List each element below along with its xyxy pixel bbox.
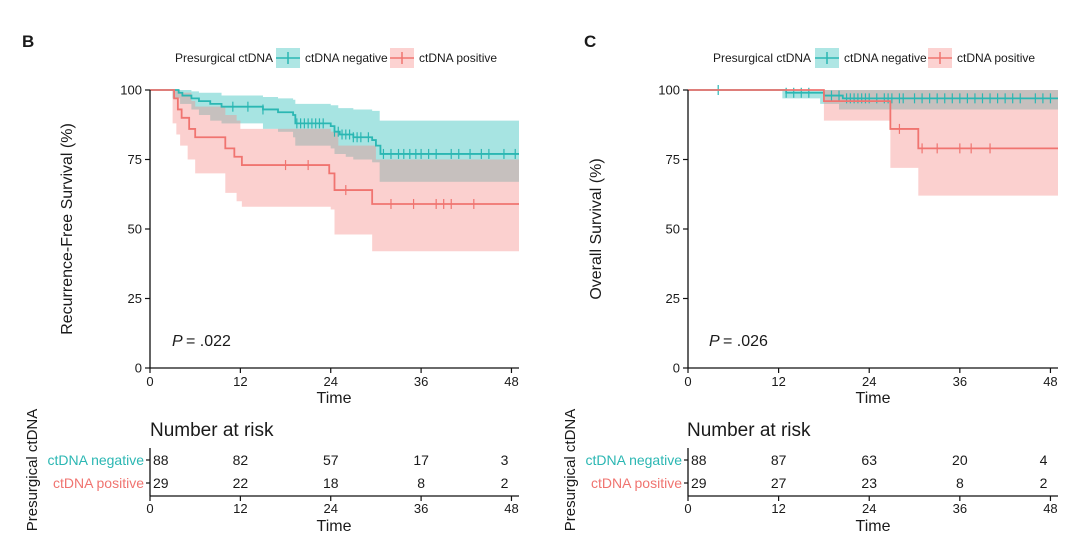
panel-c-legend-positive-label: ctDNA positive — [957, 51, 1035, 65]
panel-b-y-axis-title: Recurrence-Free Survival (%) — [59, 123, 76, 335]
y-tick-label: 75 — [128, 152, 142, 167]
y-tick-label: 0 — [135, 361, 142, 376]
panel-c-ctdna-positive-curve — [688, 89, 1058, 150]
panel-b-risk-table: Presurgical ctDNA Number at risk ctDNA n… — [24, 409, 519, 535]
x-tick-label: 12 — [771, 374, 785, 389]
panel-c-label: C — [584, 32, 596, 51]
panel-c-risk-group-title: Presurgical ctDNA — [562, 409, 579, 532]
panel-b: B Presurgical ctDNA ctDNA negative ctDNA… — [22, 32, 519, 535]
panel-c-risk-x-axis-title: Time — [856, 518, 891, 535]
x-tick-label: 36 — [414, 374, 428, 389]
risk-number-negative: 88 — [153, 452, 169, 468]
risk-x-tick-label: 36 — [953, 501, 967, 516]
panel-b-pvalue: P = .022 — [172, 333, 231, 350]
panel-c-legend: Presurgical ctDNA ctDNA negative ctDNA p… — [713, 48, 1035, 68]
x-tick-label: 48 — [1043, 374, 1057, 389]
x-tick-label: 12 — [233, 374, 247, 389]
panel-b-pvalue-value: = .022 — [186, 333, 231, 350]
panel-b-risk-group-title: Presurgical ctDNA — [24, 409, 41, 532]
y-tick-label: 0 — [673, 361, 680, 376]
risk-x-tick-label: 48 — [1043, 501, 1057, 516]
panel-c-legend-negative-label: ctDNA negative — [844, 51, 927, 65]
risk-number-positive: 23 — [861, 475, 877, 491]
panel-c-ci-overlap — [823, 90, 1058, 110]
panel-b-ctdna-positive-ci-band — [150, 90, 519, 252]
panel-b-risk-positive-label: ctDNA positive — [53, 475, 144, 491]
y-tick-label: 25 — [666, 291, 680, 306]
risk-x-tick-label: 24 — [862, 501, 876, 516]
panel-b-risk-x-axis-title: Time — [317, 518, 352, 535]
risk-x-tick-label: 24 — [324, 501, 338, 516]
y-tick-label: 25 — [128, 291, 142, 306]
panel-b-label: B — [22, 32, 34, 51]
risk-number-negative: 57 — [323, 452, 339, 468]
panel-b-risk-numbers: 88 290 82 22 12 57 18 24 17 8 36 3 2 48 — [146, 448, 519, 516]
panel-b-legend-title: Presurgical ctDNA — [175, 51, 273, 65]
risk-number-negative: 63 — [861, 452, 877, 468]
y-tick-label: 100 — [658, 83, 680, 98]
risk-number-positive: 8 — [417, 475, 425, 491]
risk-number-positive: 2 — [1040, 475, 1048, 491]
risk-number-positive: 29 — [153, 475, 169, 491]
panel-b-pvalue-label: P — [172, 333, 183, 350]
panel-b-risk-negative-label: ctDNA negative — [48, 452, 145, 468]
risk-number-positive: 2 — [501, 475, 509, 491]
x-tick-label: 24 — [862, 374, 876, 389]
risk-number-negative: 87 — [771, 452, 787, 468]
x-tick-label: 0 — [684, 374, 691, 389]
risk-number-positive: 8 — [956, 475, 964, 491]
risk-number-negative: 88 — [691, 452, 707, 468]
panel-c-x-axis-title: Time — [856, 390, 891, 407]
panel-b-ci-overlap — [172, 90, 519, 182]
risk-x-tick-label: 0 — [684, 501, 691, 516]
risk-x-tick-label: 48 — [504, 501, 518, 516]
panel-c-risk-title: Number at risk — [687, 420, 811, 441]
panel-c-risk-negative-label: ctDNA negative — [586, 452, 683, 468]
panel-b-risk-title: Number at risk — [150, 420, 274, 441]
panel-b-ctdna-positive-curve — [150, 89, 519, 205]
risk-number-positive: 29 — [691, 475, 707, 491]
y-tick-label: 100 — [120, 83, 142, 98]
risk-number-negative: 20 — [952, 452, 968, 468]
panel-b-legend-positive-label: ctDNA positive — [419, 51, 497, 65]
y-tick-label: 50 — [128, 222, 142, 237]
x-tick-label: 0 — [146, 374, 153, 389]
risk-x-tick-label: 12 — [233, 501, 247, 516]
risk-x-tick-label: 0 — [146, 501, 153, 516]
panel-b-legend-negative-label: ctDNA negative — [305, 51, 388, 65]
risk-number-negative: 3 — [501, 452, 509, 468]
risk-number-negative: 17 — [413, 452, 429, 468]
panel-c-risk-table: Presurgical ctDNA Number at risk ctDNA n… — [562, 409, 1058, 535]
panel-c-plot-area: 0 12 24 36 48 0 25 50 75 100 — [658, 83, 1058, 389]
y-tick-label: 75 — [666, 152, 680, 167]
risk-number-negative: 82 — [233, 452, 249, 468]
panel-c-legend-title: Presurgical ctDNA — [713, 51, 811, 65]
x-tick-label: 36 — [953, 374, 967, 389]
panel-b-ctdna-negative-curve — [150, 89, 519, 155]
panel-b-x-axis-title: Time — [317, 390, 352, 407]
panel-c-pvalue: P = .026 — [709, 333, 768, 350]
risk-number-positive: 27 — [771, 475, 787, 491]
panel-c-risk-positive-label: ctDNA positive — [591, 475, 682, 491]
y-tick-label: 50 — [666, 222, 680, 237]
panel-c-pvalue-value: = .026 — [723, 333, 768, 350]
risk-x-tick-label: 12 — [771, 501, 785, 516]
panel-b-plot-area: 0 12 24 36 48 0 25 50 75 100 — [120, 83, 519, 389]
risk-number-negative: 4 — [1040, 452, 1048, 468]
panel-c-pvalue-label: P — [709, 333, 720, 350]
panel-c-y-axis-title: Overall Survival (%) — [588, 158, 605, 299]
panel-b-legend: Presurgical ctDNA ctDNA negative ctDNA p… — [175, 48, 497, 68]
panel-c-ctdna-positive-ci-band — [688, 90, 1058, 196]
x-tick-label: 24 — [324, 374, 338, 389]
risk-number-positive: 22 — [233, 475, 249, 491]
x-tick-label: 48 — [504, 374, 518, 389]
risk-number-positive: 18 — [323, 475, 339, 491]
risk-x-tick-label: 36 — [414, 501, 428, 516]
panel-c: C Presurgical ctDNA ctDNA negative ctDNA… — [562, 32, 1058, 535]
